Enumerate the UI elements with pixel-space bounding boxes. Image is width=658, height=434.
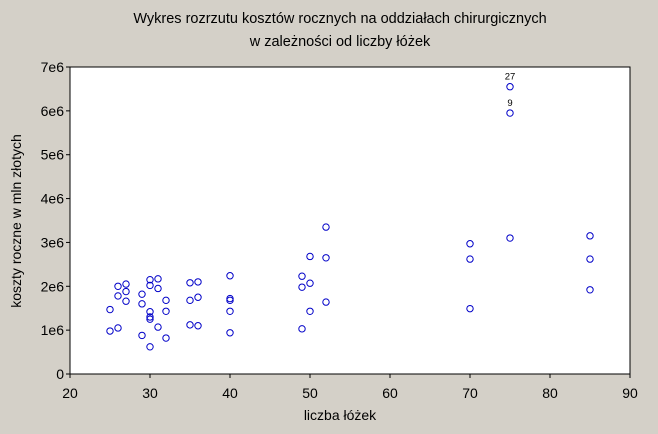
point-label: 9	[507, 98, 512, 109]
data-point	[194, 293, 202, 301]
data-point	[146, 308, 154, 316]
x-tick-label: 50	[302, 385, 318, 401]
data-point	[154, 275, 162, 283]
data-point	[226, 296, 234, 305]
x-tick-label: 60	[382, 385, 398, 401]
data-point	[162, 307, 170, 315]
x-tick-label: 40	[222, 385, 238, 401]
data-point	[106, 327, 114, 335]
data-point	[506, 109, 514, 117]
point-label: 27	[505, 72, 516, 83]
data-point	[122, 297, 130, 305]
x-axis-label: liczba łóżek	[304, 407, 377, 423]
y-axis-label: koszty roczne w mln złotych	[8, 134, 24, 308]
data-point	[114, 324, 122, 332]
data-point	[114, 292, 122, 300]
x-axis-ticks: 20 30 40 50 60 70 80 90	[62, 374, 638, 401]
data-point	[586, 232, 594, 240]
data-point	[586, 286, 594, 294]
data-point	[154, 284, 162, 293]
data-point	[506, 83, 514, 91]
data-point	[146, 315, 154, 323]
y-tick-label: 1e6	[41, 322, 65, 338]
data-point	[162, 296, 170, 305]
x-tick-label: 20	[62, 385, 78, 401]
x-tick-label: 80	[542, 385, 558, 401]
y-tick-label: 5e6	[41, 147, 65, 163]
data-point	[106, 305, 114, 314]
plot-area	[69, 66, 631, 375]
data-point	[146, 313, 154, 321]
data-point	[306, 307, 314, 315]
data-point	[466, 255, 474, 263]
y-tick-label: 6e6	[41, 103, 65, 119]
y-tick-label: 3e6	[41, 234, 65, 250]
data-point	[194, 278, 202, 286]
y-tick-label: 2e6	[41, 278, 65, 294]
y-tick-label: 0	[56, 366, 64, 382]
data-point	[298, 325, 306, 333]
data-point	[506, 234, 514, 242]
data-points: 27 9	[106, 72, 594, 351]
data-point	[226, 272, 234, 280]
data-point	[162, 334, 170, 342]
data-point	[146, 343, 154, 351]
data-point	[298, 272, 306, 280]
data-point	[322, 298, 330, 306]
data-point	[226, 307, 234, 315]
y-tick-label: 7e6	[41, 59, 65, 75]
data-point	[186, 279, 194, 287]
chart-title-line-1: Wykres rozrzutu kosztów rocznych na oddz…	[133, 11, 546, 27]
data-point	[138, 331, 146, 340]
data-point	[138, 300, 146, 308]
data-point	[122, 287, 130, 296]
data-point	[226, 329, 234, 337]
data-point	[146, 281, 154, 290]
data-point	[306, 252, 314, 261]
data-point	[322, 254, 330, 262]
data-point	[146, 276, 154, 284]
data-point	[298, 283, 306, 291]
y-axis-ticks: 0 1e6 2e6 3e6 4e6 5e6 6e6 7e6	[41, 59, 70, 382]
data-point	[306, 279, 314, 287]
data-point	[586, 255, 594, 263]
data-point	[186, 296, 194, 305]
data-point	[138, 290, 146, 298]
y-tick-label: 4e6	[41, 191, 65, 207]
data-point	[186, 321, 194, 329]
data-point	[466, 240, 474, 248]
data-point	[194, 322, 202, 330]
data-point	[114, 282, 122, 290]
chart-title-line-2: w zależności od liczby łóżek	[249, 34, 431, 50]
data-point	[154, 323, 162, 331]
data-point	[322, 223, 330, 231]
x-tick-label: 90	[622, 385, 638, 401]
data-point	[466, 304, 474, 313]
x-tick-label: 30	[142, 385, 158, 401]
data-point	[122, 280, 130, 288]
x-tick-label: 70	[462, 385, 478, 401]
